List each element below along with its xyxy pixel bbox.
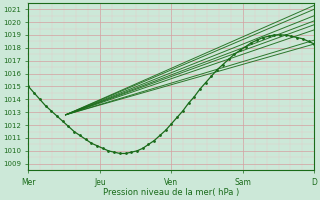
X-axis label: Pression niveau de la mer( hPa ): Pression niveau de la mer( hPa ) [103, 188, 239, 197]
